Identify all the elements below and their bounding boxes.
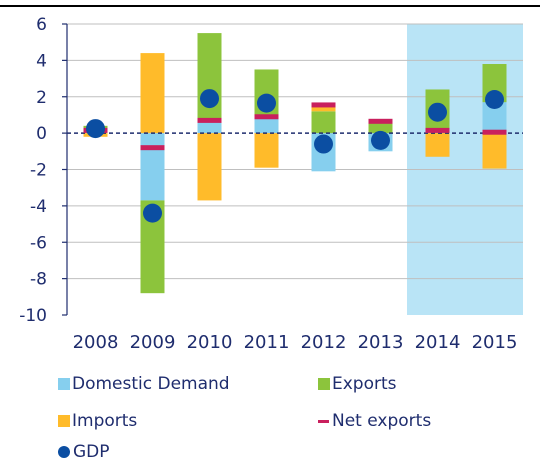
bar-domestic-demand-2011 xyxy=(254,118,279,134)
bar-imports-2011 xyxy=(254,133,279,168)
x-tick-label: 2009 xyxy=(130,332,176,353)
x-tick-label: 2010 xyxy=(187,332,233,353)
legend-item-exports: Exports xyxy=(318,374,397,394)
legend-label-domestic-demand: Domestic Demand xyxy=(72,374,230,394)
axes xyxy=(62,23,523,316)
x-tick-label: 2012 xyxy=(301,332,347,353)
dot-gdp-2015 xyxy=(485,89,504,109)
x-tick-label: 2013 xyxy=(358,332,404,353)
legend-item-domestic-demand: Domestic Demand xyxy=(58,374,230,394)
dot-gdp-2009 xyxy=(143,203,162,223)
bar-imports-2009 xyxy=(140,53,165,134)
x-tick-label: 2014 xyxy=(415,332,461,353)
y-tick-label: 2 xyxy=(36,88,47,108)
x-tick-label: 2008 xyxy=(73,332,119,353)
y-tick-label: -6 xyxy=(30,233,47,253)
bar-imports-2010 xyxy=(197,133,222,201)
dot-gdp-2014 xyxy=(428,102,447,122)
x-tick-label: 2011 xyxy=(244,332,290,353)
top-rule xyxy=(0,0,540,8)
y-tick-labels: 6 4 2 0 -2 -4 -6 -8 -10 xyxy=(19,15,47,326)
domestic-demand-swatch xyxy=(58,378,70,390)
legend-item-imports: Imports xyxy=(58,411,137,431)
dot-gdp-2013 xyxy=(371,130,390,150)
imports-swatch xyxy=(58,415,70,427)
legend-label-net-exports: Net exports xyxy=(332,411,432,431)
bar-imports-2015 xyxy=(482,133,507,169)
dot-gdp-2008 xyxy=(86,119,105,139)
legend-item-net-exports: Net exports xyxy=(318,411,431,431)
net-exports-swatch xyxy=(318,419,329,423)
marker-net-exports-2014 xyxy=(425,127,450,133)
y-tick-label: -4 xyxy=(30,197,47,217)
bar-exports-2010 xyxy=(197,33,222,123)
dot-gdp-2011 xyxy=(257,93,276,113)
marker-net-exports-2010 xyxy=(197,117,222,123)
marker-net-exports-2015 xyxy=(482,129,507,135)
y-tick-label: 4 xyxy=(36,51,47,71)
bar-domestic-demand-2009 xyxy=(140,133,165,201)
gdp-swatch xyxy=(58,446,70,458)
y-tick-label: -2 xyxy=(30,161,47,181)
y-tick-label: 6 xyxy=(36,15,47,35)
dot-gdp-2010 xyxy=(200,89,219,109)
markers xyxy=(83,89,507,223)
bar-exports-2013 xyxy=(368,123,393,134)
legend-label-exports: Exports xyxy=(332,374,397,394)
legend-label-imports: Imports xyxy=(72,411,138,431)
x-tick-label: 2015 xyxy=(472,332,518,353)
bar-imports-2014 xyxy=(425,133,450,157)
bar-domestic-demand-2010 xyxy=(197,122,222,134)
gdp-contributions-chart: 6 4 2 0 -2 -4 -6 -8 -10 2008 2009 2010 2011 2012 2013… xyxy=(19,15,523,353)
marker-net-exports-2011 xyxy=(254,114,279,120)
y-tick-label: -10 xyxy=(19,306,47,326)
marker-net-exports-2013 xyxy=(368,118,393,124)
legend-item-gdp: GDP xyxy=(58,442,110,462)
bar-exports-2012 xyxy=(311,111,336,134)
exports-swatch xyxy=(318,378,330,390)
marker-net-exports-2009 xyxy=(140,145,165,151)
legend-label-gdp: GDP xyxy=(73,442,110,462)
dot-gdp-2012 xyxy=(314,134,333,154)
y-tick-label: 0 xyxy=(36,124,47,144)
x-tick-labels: 2008 2009 2010 2011 2012 2013 2014 2015 xyxy=(73,332,518,353)
marker-net-exports-2012 xyxy=(311,102,336,108)
y-tick-label: -8 xyxy=(30,270,47,290)
